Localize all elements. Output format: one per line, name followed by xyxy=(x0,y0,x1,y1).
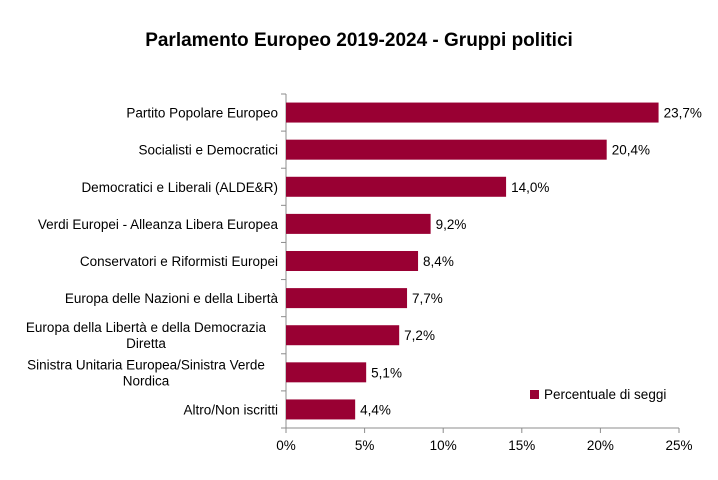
legend: Percentuale di seggi xyxy=(530,387,666,402)
category-label: Verdi Europei - Alleanza Libera Europea xyxy=(38,217,279,232)
category-label: Europa delle Nazioni e della Libertà xyxy=(65,291,279,306)
bar xyxy=(286,139,607,160)
x-tick-label: 25% xyxy=(665,438,692,453)
x-tick-label: 5% xyxy=(355,438,375,453)
bar xyxy=(286,213,431,234)
data-label: 4,4% xyxy=(360,402,391,417)
x-tick-label: 20% xyxy=(587,438,614,453)
legend-label: Percentuale di seggi xyxy=(544,387,667,402)
chart-title: Parlamento Europeo 2019-2024 - Gruppi po… xyxy=(145,30,573,51)
data-label: 20,4% xyxy=(612,143,650,158)
category-label: Europa della Libertà e della Democrazia D… xyxy=(26,320,267,351)
data-label: 5,1% xyxy=(371,365,402,380)
category-label: Conservatori e Riformisti Europei xyxy=(80,254,278,269)
x-tick-label: 0% xyxy=(276,438,296,453)
x-tick-label: 15% xyxy=(508,438,535,453)
bar xyxy=(286,325,400,346)
category-label: Democratici e Liberali (ALDE&R) xyxy=(81,180,278,195)
legend-swatch xyxy=(530,390,539,399)
bar xyxy=(286,102,659,123)
data-label: 8,4% xyxy=(423,254,454,269)
bar xyxy=(286,288,408,309)
data-label: 7,2% xyxy=(404,328,435,343)
category-label: Partito Popolare Europeo xyxy=(126,106,278,121)
category-label: Socialisti e Democratici xyxy=(138,143,278,158)
category-label: Sinistra Unitaria Europea/Sinistra Verde… xyxy=(27,357,265,388)
bar xyxy=(286,251,419,271)
data-label: 14,0% xyxy=(511,180,549,195)
bar xyxy=(286,399,356,420)
bar xyxy=(286,176,507,197)
bar xyxy=(286,362,367,383)
data-label: 23,7% xyxy=(664,106,702,121)
category-label: Altro/Non iscritti xyxy=(183,402,278,417)
x-tick-label: 10% xyxy=(430,438,457,453)
data-label: 7,7% xyxy=(412,291,443,306)
data-label: 9,2% xyxy=(436,217,467,232)
